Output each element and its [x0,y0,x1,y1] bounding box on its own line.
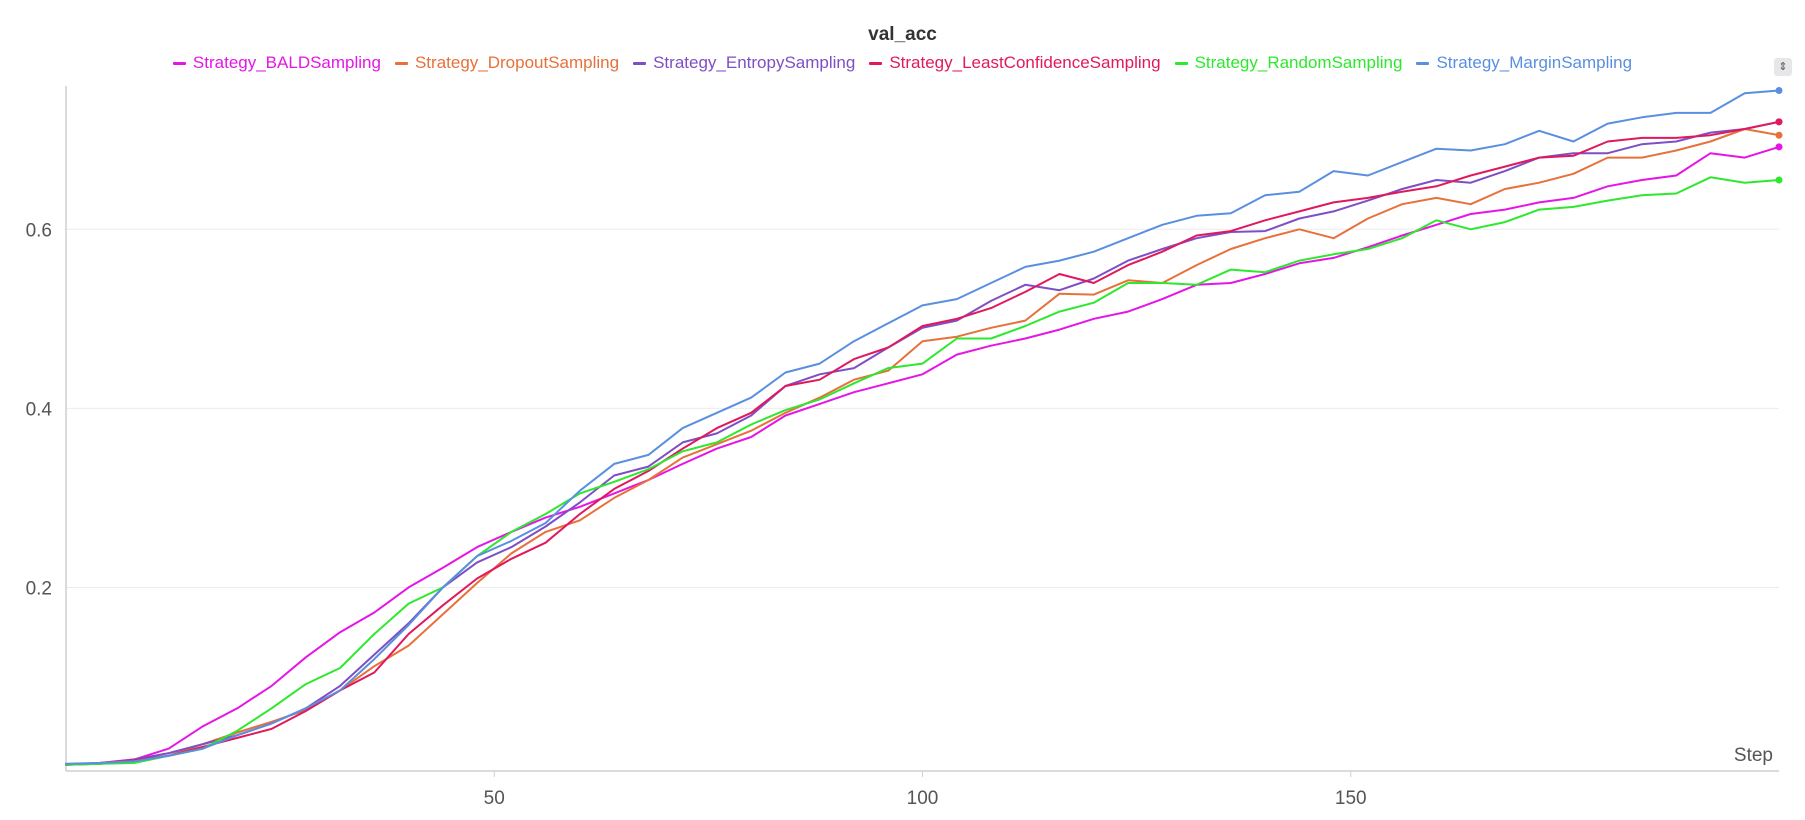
series-line-1 [65,145,1780,766]
legend-swatch [633,61,647,65]
panel-menu-button[interactable]: ⇕ [1774,58,1792,76]
legend-item-1[interactable]: Strategy_BALDSampling [172,53,381,73]
legend-label: Strategy_MarginSampling [1436,53,1633,72]
legend-swatch [172,61,186,65]
legend-item-3[interactable]: Strategy_EntropySampling [633,53,855,73]
legend: Strategy_BALDSampling Strategy_DropoutSam… [0,53,1805,73]
legend-swatch [869,61,883,65]
legend-label: Strategy_RandomSampling [1194,53,1403,72]
legend-item-6[interactable]: Strategy_MarginSampling [1416,53,1632,73]
series-end-marker-4 [1775,118,1783,126]
legend-item-4[interactable]: Strategy_LeastConfidenceSampling [869,53,1161,73]
legend-label: Strategy_EntropySampling [653,53,856,72]
series-end-marker-1 [1775,143,1783,151]
x-axis-title: Step [1734,745,1773,766]
series-end-marker-2 [1775,131,1783,139]
legend-item-2[interactable]: Strategy_DropoutSampling [394,53,620,73]
legend-swatch [394,61,408,65]
chart-title: val_acc [868,24,937,45]
y-tick-label: 0.6 [26,220,52,241]
series-line-3 [65,120,1780,766]
x-tick-label: 150 [1335,788,1367,809]
legend-swatch [1174,61,1188,65]
series-line-2 [65,128,1780,766]
series-line-6 [65,89,1780,765]
sort-icon: ⇕ [1778,60,1788,73]
y-tick-label: 0.2 [26,578,52,599]
x-tick-label: 50 [484,788,505,809]
legend-swatch [1416,61,1430,65]
legend-label: Strategy_DropoutSampling [414,53,620,72]
legend-label: Strategy_BALDSampling [192,53,381,72]
series-end-marker-5 [1775,176,1783,184]
y-tick-label: 0.4 [26,399,53,420]
legend-item-5[interactable]: Strategy_RandomSampling [1174,53,1403,73]
series-end-marker-6 [1775,86,1783,94]
legend-label: Strategy_LeastConfidenceSampling [889,53,1161,72]
x-tick-label: 100 [907,788,939,809]
series-line-4 [65,120,1780,766]
series-line-5 [65,176,1780,766]
